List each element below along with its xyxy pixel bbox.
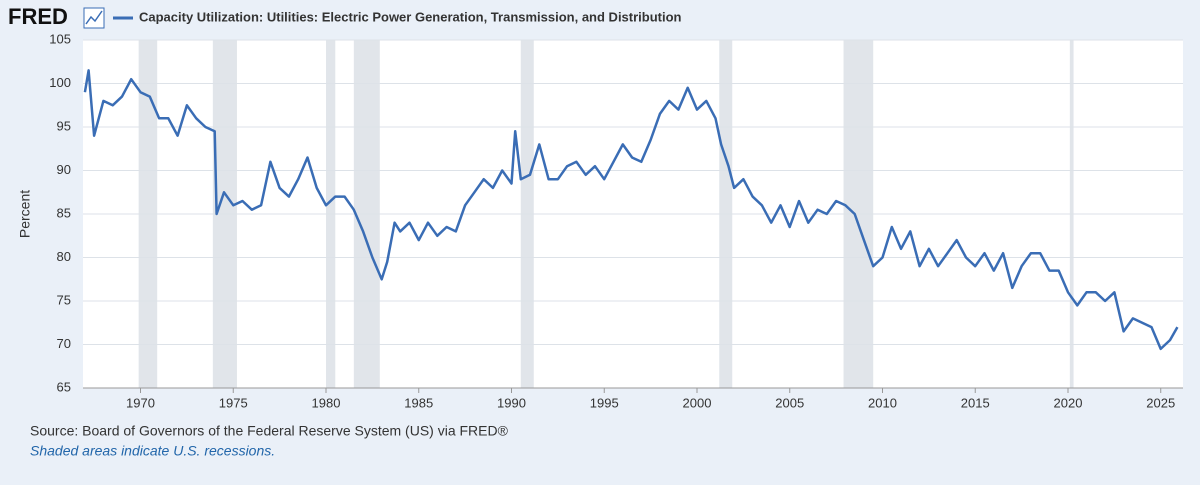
y-tick-label: 65 [57,379,71,394]
logo-icon [83,7,105,29]
y-tick-label: 105 [49,31,71,46]
y-tick-label: 100 [49,75,71,90]
source: Source: Board of Governors of the Federa… [30,423,509,439]
x-tick-label: 1980 [312,395,341,410]
y-tick-label: 95 [57,118,71,133]
x-tick-label: 1985 [404,395,433,410]
y-axis-label: Percent [17,190,33,238]
x-tick-label: 2020 [1054,395,1083,410]
x-tick-label: 1970 [126,395,155,410]
y-tick-label: 90 [57,162,71,177]
x-tick-label: 1975 [219,395,248,410]
y-tick-label: 80 [57,249,71,264]
y-tick-label: 85 [57,205,71,220]
y-tick-label: 75 [57,292,71,307]
x-tick-label: 1995 [590,395,619,410]
note: Shaded areas indicate U.S. recessions. [30,443,275,459]
logo: FRED [8,4,68,29]
x-tick-label: 2005 [775,395,804,410]
x-tick-label: 2010 [868,395,897,410]
x-tick-label: 2025 [1146,395,1175,410]
y-tick-label: 70 [57,336,71,351]
x-tick-label: 1990 [497,395,526,410]
x-tick-label: 2000 [683,395,712,410]
logo-icon-line [85,10,103,25]
data-line [83,69,1179,351]
x-tick-label: 2015 [961,395,990,410]
legend-label: Capacity Utilization: Utilities: Electri… [139,9,682,24]
